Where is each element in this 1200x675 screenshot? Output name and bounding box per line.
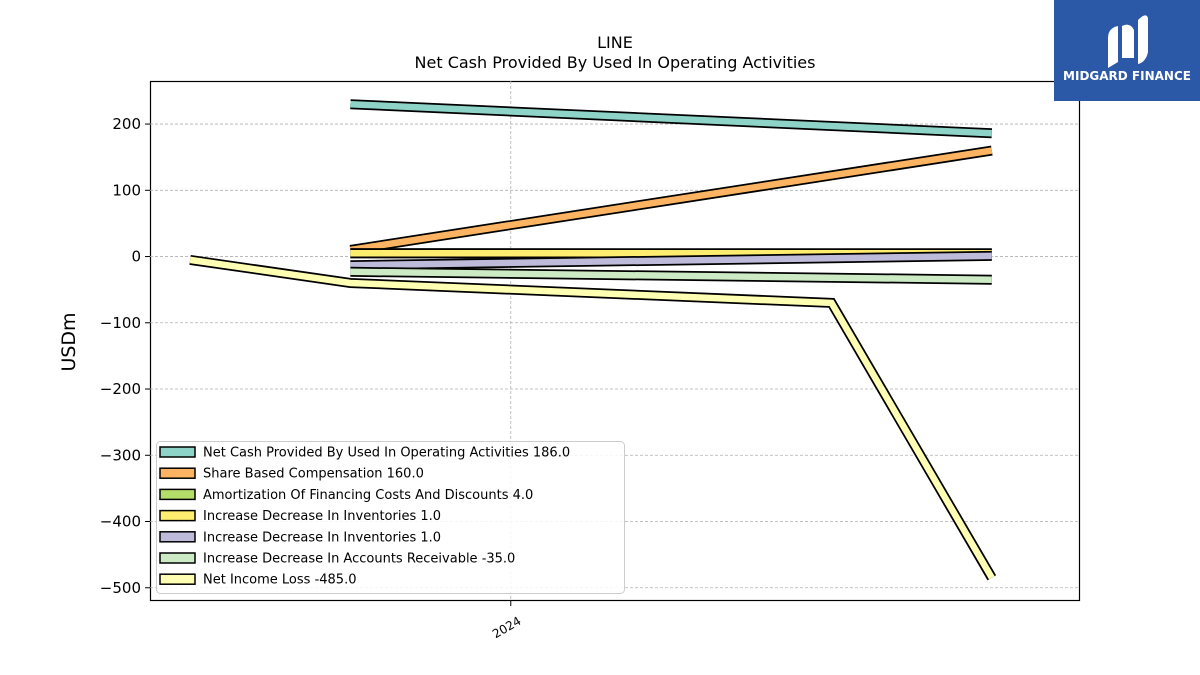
- series-line: [350, 266, 992, 285]
- y-tick-label: −400: [100, 513, 141, 531]
- y-axis-ticks: 200 100 0 −100 −200 −300 −400 −500: [100, 115, 150, 597]
- series-line: [349, 145, 993, 255]
- legend-swatch: [159, 552, 196, 564]
- x-axis-ticks: 2024: [490, 601, 524, 641]
- chart-subtitle: Net Cash Provided By Used In Operating A…: [415, 53, 816, 72]
- y-tick-label: −200: [100, 380, 141, 398]
- series-line: [350, 250, 992, 271]
- y-tick-label: −300: [100, 446, 141, 464]
- legend-box: [156, 441, 625, 594]
- y-axis-label: USDm: [58, 312, 80, 371]
- chart-title: LINE: [597, 33, 633, 52]
- y-tick-label: −500: [100, 579, 141, 597]
- legend: Net Cash Provided By Used In Operating A…: [156, 441, 625, 594]
- series-line: [350, 99, 993, 139]
- series-line-fill: [350, 100, 992, 137]
- y-tick-label: −100: [100, 314, 141, 332]
- y-tick-label: 200: [112, 115, 141, 133]
- legend-label: Share Based Compensation 160.0: [203, 467, 424, 482]
- y-tick-label: 100: [112, 181, 141, 199]
- series-line-fill: [350, 268, 992, 283]
- series-line: [189, 254, 997, 581]
- legend-label: Increase Decrease In Inventories 1.0: [203, 530, 441, 545]
- y-tick-label: 0: [131, 248, 141, 266]
- legend-label: Increase Decrease In Accounts Receivable…: [203, 552, 515, 567]
- legend-swatch: [159, 531, 196, 543]
- series-line-fill: [349, 147, 993, 254]
- legend-swatch: [159, 467, 196, 479]
- series-line-fill: [350, 252, 992, 269]
- series-layer: [189, 99, 997, 581]
- midgard-logo-icon: [1108, 15, 1148, 68]
- legend-label: Increase Decrease In Inventories 1.0: [203, 509, 441, 524]
- legend-swatch: [159, 573, 196, 585]
- legend-swatch: [159, 446, 196, 458]
- legend-label: Amortization Of Financing Costs And Disc…: [203, 488, 533, 503]
- legend-label: Net Cash Provided By Used In Operating A…: [203, 446, 570, 461]
- series-line-fill: [189, 256, 995, 580]
- brand-name: MIDGARD FINANCE: [1063, 69, 1191, 83]
- plot-frame: [149, 80, 1081, 602]
- x-tick-label: 2024: [490, 614, 523, 641]
- brand-logo: MIDGARD FINANCE: [1054, 0, 1200, 101]
- legend-swatch: [159, 509, 196, 522]
- legend-swatch: [159, 488, 196, 501]
- legend-label: Net Income Loss -485.0: [203, 573, 356, 588]
